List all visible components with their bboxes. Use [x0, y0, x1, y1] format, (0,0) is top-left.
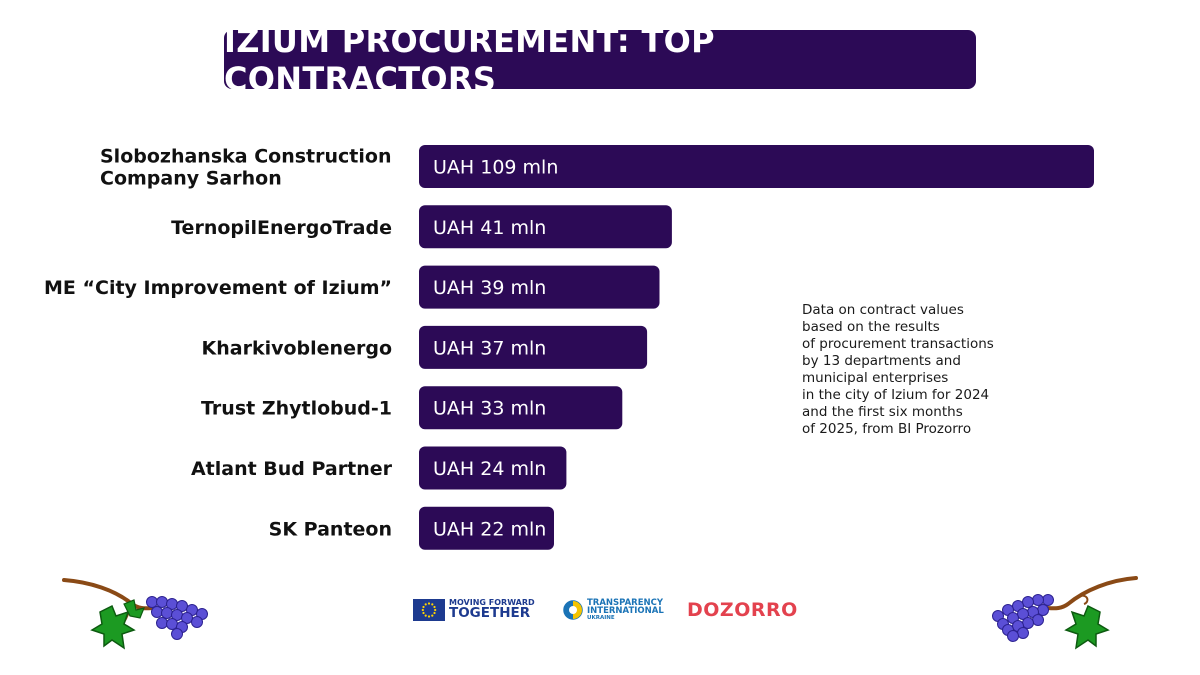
bar-value-label: UAH 37 mln: [433, 337, 546, 359]
bar-value-label: UAH 109 mln: [433, 157, 558, 179]
category-label: SK Panteon: [269, 518, 392, 540]
note-line: based on the results: [802, 319, 940, 335]
eu-logo-line1: MOVING FORWARD: [449, 598, 535, 608]
bar: [419, 145, 1094, 188]
note-line: and the first six months: [802, 404, 963, 420]
category-label: Slobozhanska Construction Company Sarhon: [100, 146, 391, 190]
category-label: ME “City Improvement of Izium”: [44, 277, 392, 299]
ti-globe-icon: [563, 600, 583, 620]
bar: [419, 386, 623, 430]
bar-value-label: UAH 22 mln: [433, 518, 546, 540]
bar: [419, 265, 660, 309]
bar-value-label: UAH 24 mln: [433, 458, 546, 480]
ti-logo-line3: UKRAINE: [587, 614, 615, 621]
dozorro-logo: DOZORRO: [687, 596, 798, 624]
grape-vine-left-icon: [62, 578, 208, 650]
note-line: in the city of Izium for 2024: [802, 387, 990, 403]
ti-logo-line1: TRANSPARENCY: [587, 597, 664, 608]
note-line: of procurement transactions: [802, 336, 994, 352]
eu-logo: MOVING FORWARD TOGETHER: [413, 596, 535, 624]
bar-value-label: UAH 33 mln: [433, 398, 546, 420]
bar: [419, 506, 554, 550]
data-source-note: Data on contract values based on the res…: [802, 302, 1022, 438]
bar-value-label: UAH 39 mln: [433, 277, 546, 299]
bar: [419, 325, 648, 369]
ti-logo-line2: INTERNATIONAL: [587, 606, 664, 617]
bar: [419, 446, 567, 490]
dozorro-logo-text: DOZORRO: [687, 599, 798, 621]
category-label: Trust Zhytlobud-1: [201, 398, 392, 420]
bar: [419, 205, 672, 249]
category-label: Kharkivoblenergo: [202, 337, 392, 359]
note-line: by 13 departments and: [802, 353, 961, 369]
category-label: TernopilEnergoTrade: [171, 217, 392, 239]
transparency-international-logo: TRANSPARENCY INTERNATIONAL UKRAINE: [563, 596, 664, 624]
note-line: municipal enterprises: [802, 370, 949, 386]
note-line: of 2025, from BI Prozorro: [802, 421, 972, 437]
category-label: Atlant Bud Partner: [191, 458, 393, 480]
eu-flag-icon: [413, 599, 445, 621]
bar-value-label: UAH 41 mln: [433, 217, 546, 239]
eu-logo-line2: TOGETHER: [449, 605, 531, 622]
grape-vine-right-icon: [992, 576, 1138, 650]
note-line: Data on contract values: [802, 302, 964, 318]
